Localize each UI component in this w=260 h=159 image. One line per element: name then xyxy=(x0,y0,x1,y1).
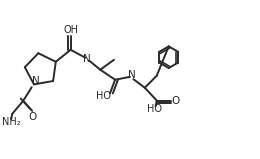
Text: N: N xyxy=(32,76,40,86)
Text: HO: HO xyxy=(147,104,162,114)
Text: N: N xyxy=(128,70,135,80)
Text: N: N xyxy=(83,54,91,64)
Text: HO: HO xyxy=(96,91,111,101)
Text: O: O xyxy=(171,96,179,106)
Text: NH₂: NH₂ xyxy=(2,117,21,127)
Text: OH: OH xyxy=(63,25,78,35)
Text: O: O xyxy=(28,112,36,122)
